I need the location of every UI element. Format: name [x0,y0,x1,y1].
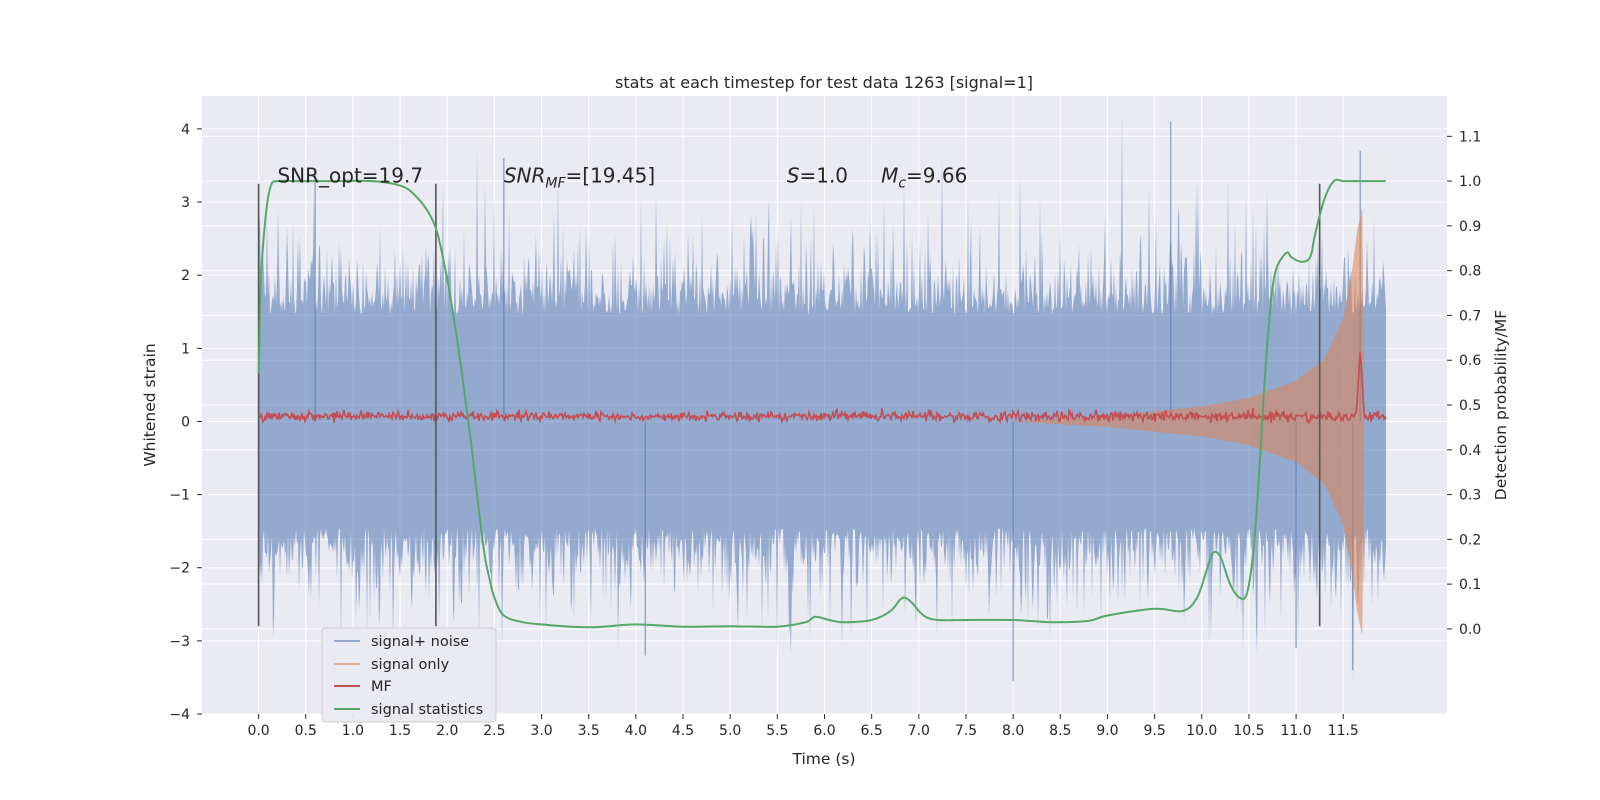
annotation: SNR_opt=19.7 [277,163,423,187]
annotation: SNRMF=[19.45] [504,163,655,191]
series-signal-statistics [257,178,1386,629]
y-right-tick-label: 0.7 [1459,308,1481,324]
legend-box [321,627,497,723]
x-tick-label: 3.0 [530,723,552,739]
chart-title: stats at each timestep for test data 126… [615,73,1033,92]
annotation: S=1.0 [787,163,848,187]
annotation: Mc=9.66 [881,163,967,191]
x-tick-label: 2.5 [483,723,505,739]
y-right-tick-label: 0.0 [1459,622,1481,638]
x-tick-label: 9.5 [1143,723,1165,739]
x-tick-label: 1.5 [389,723,411,739]
legend-label-mf: MF [371,679,392,695]
legend-label-noise: signal+ noise [371,634,469,650]
x-tick-label: 10.0 [1186,723,1217,739]
y-left-tick-label: 2 [181,268,190,284]
x-tick-label: 2.0 [436,723,458,739]
x-tick-label: 1.0 [342,723,364,739]
x-tick-label: 7.0 [908,723,930,739]
y-axis-label-left: Whitened strain [141,343,159,466]
y-axis-label-right: Detection probability/MF [1492,310,1510,501]
annotations: SNR_opt=19.7 SNRMF=[19.45] S=1.0 Mc=9.66 [277,163,967,191]
y-right-tick-label: 0.3 [1459,488,1481,504]
x-tick-label: 4.5 [672,723,694,739]
mf-line [258,352,1387,425]
series-mf [258,352,1387,425]
y-right-tick-label: 0.8 [1459,264,1481,280]
x-tick-label: 6.0 [813,723,835,739]
x-tick-label: 5.5 [766,723,788,739]
vertical-markers [257,183,1321,627]
x-tick-label: 9.0 [1096,723,1118,739]
y-right-tick-label: 0.5 [1459,398,1481,414]
y-right-tick-label: 0.6 [1459,353,1481,369]
axis-ticks: 0.0 0.5 1.0 1.5 2.0 2.5 3.0 3.5 4.0 4.5 5.0 5.5 6.0 6… [169,122,1481,739]
y-left-tick-label: 1 [181,341,190,357]
x-tick-label: 4.0 [625,723,647,739]
y-right-tick-label: 1.0 [1459,174,1481,190]
y-right-tick-label: 1.1 [1459,129,1481,145]
x-tick-label: 11.0 [1281,723,1312,739]
y-left-tick-label: −4 [169,707,190,723]
x-tick-label: 11.5 [1328,723,1359,739]
y-right-tick-label: 0.1 [1459,577,1481,593]
x-tick-label: 8.5 [1049,723,1071,739]
y-left-tick-label: −3 [169,634,190,650]
stats-line [257,178,1386,629]
y-left-tick-label: 0 [181,414,190,430]
x-tick-label: 5.0 [719,723,741,739]
y-right-tick-label: 0.4 [1459,443,1481,459]
legend-label-signal: signal only [371,657,450,673]
x-axis-label: Time (s) [791,750,855,768]
x-tick-label: 7.5 [955,723,977,739]
x-tick-label: 6.5 [861,723,883,739]
y-right-tick-label: 0.9 [1459,219,1481,235]
y-right-tick-label: 0.2 [1459,532,1481,548]
legend: signal+ noise signal only MF signal stat… [321,627,497,723]
x-tick-label: 0.0 [247,723,269,739]
x-tick-label: 0.5 [295,723,317,739]
x-tick-label: 10.5 [1233,723,1264,739]
x-tick-label: 3.5 [578,723,600,739]
y-left-tick-label: 3 [181,195,190,211]
y-left-tick-label: 4 [181,122,190,138]
noise-band [259,111,1386,688]
y-left-tick-label: −1 [169,488,190,504]
y-left-tick-label: −2 [169,561,190,577]
legend-label-stats: signal statistics [371,702,483,718]
x-tick-label: 8.0 [1002,723,1024,739]
